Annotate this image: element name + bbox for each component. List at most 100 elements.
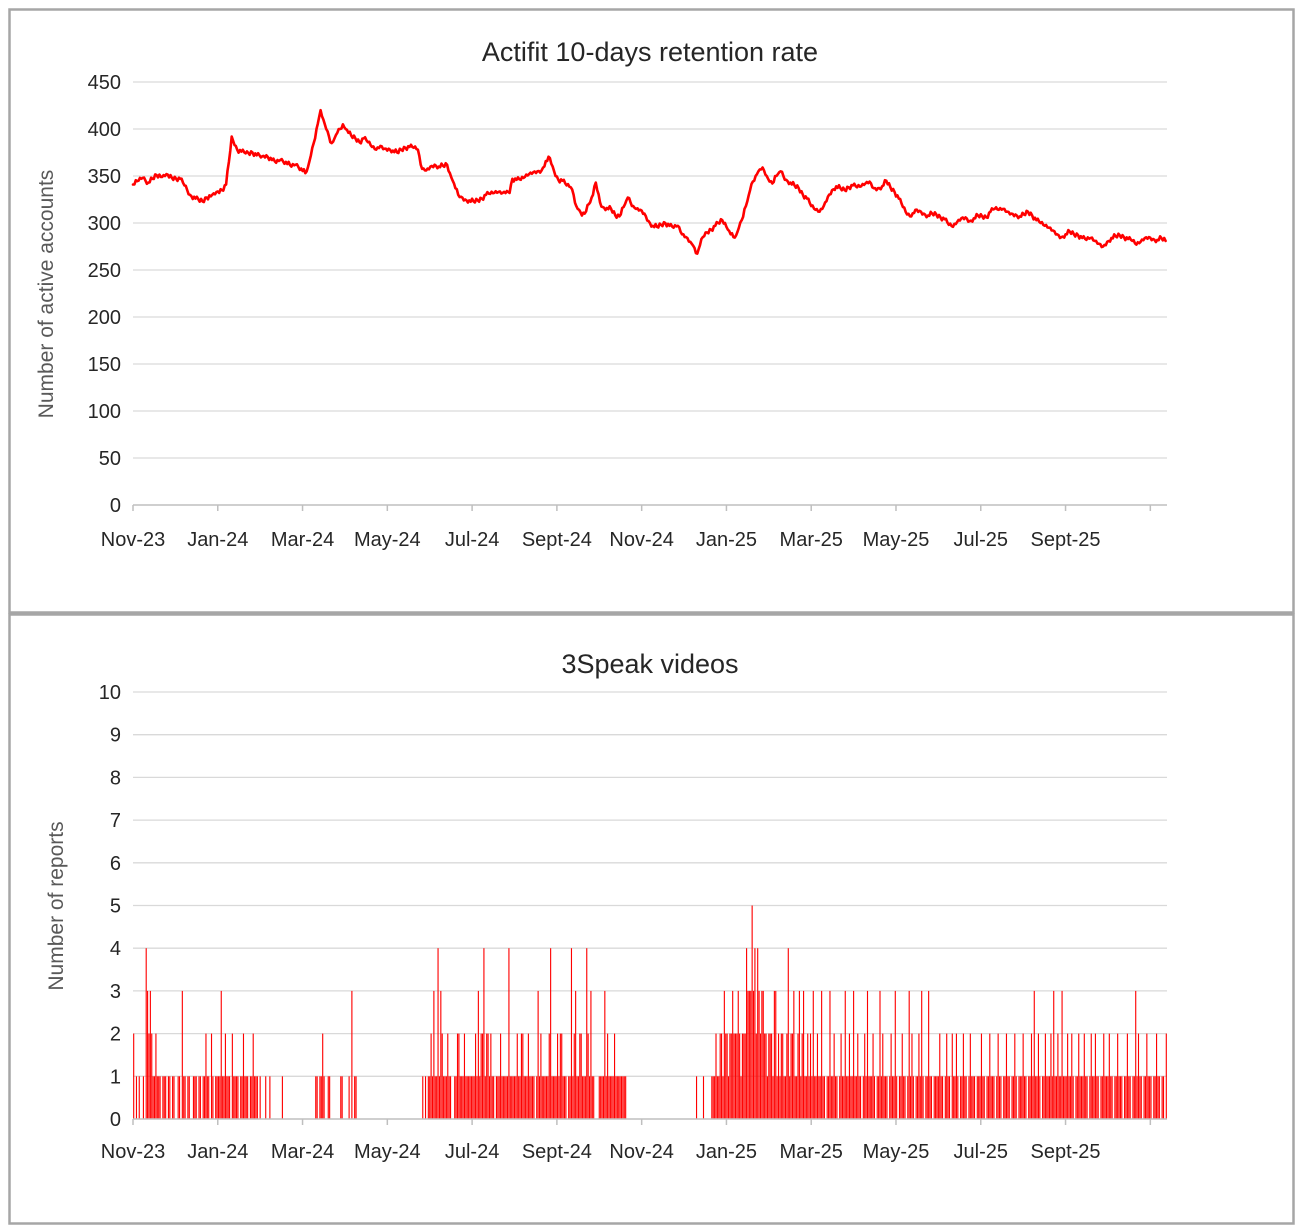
bar (1110, 1076, 1112, 1119)
x-tick-label: Jul-25 (954, 529, 1008, 551)
bar (1128, 1076, 1130, 1119)
bar (1129, 1076, 1131, 1119)
bar (548, 1033, 550, 1119)
bar (148, 1033, 150, 1119)
bar (1042, 1076, 1044, 1119)
bar (1126, 1033, 1128, 1119)
bar (864, 1033, 866, 1119)
bar (904, 1076, 906, 1119)
bar (1080, 1076, 1083, 1119)
bar (493, 1076, 495, 1119)
bar (911, 1033, 913, 1119)
bar (986, 1076, 988, 1119)
bar (962, 1033, 964, 1119)
retention-chart-title: Actifit 10-days retention rate (482, 37, 818, 67)
bar (1053, 990, 1055, 1119)
bar (1140, 1076, 1142, 1119)
bar (242, 1033, 245, 1119)
bar (1100, 1076, 1102, 1119)
bar (1022, 1033, 1024, 1119)
bar (857, 1033, 859, 1119)
bar (443, 1076, 445, 1119)
bar (859, 1076, 862, 1119)
bar (199, 1076, 201, 1119)
bar (469, 1076, 471, 1119)
bar (896, 1076, 898, 1119)
bar (454, 1076, 456, 1119)
x-tick-label: Nov-23 (101, 1141, 165, 1163)
bar (851, 1076, 853, 1119)
bar (1108, 1033, 1110, 1119)
bar (490, 1033, 492, 1119)
bar (841, 1076, 844, 1119)
bar (609, 1076, 611, 1119)
bar (1047, 1076, 1049, 1119)
bar (495, 1076, 497, 1119)
bar (247, 1076, 249, 1119)
bar (545, 1076, 548, 1119)
bar (487, 1033, 489, 1119)
bar (162, 1076, 164, 1119)
bar (964, 1076, 966, 1119)
bar (793, 990, 795, 1119)
bar (998, 1076, 1001, 1119)
bar (771, 1033, 773, 1119)
bar (459, 1076, 461, 1119)
bar (1069, 1076, 1071, 1119)
bar (1096, 1076, 1098, 1119)
bar (177, 1076, 179, 1119)
x-tick-label: Sept-24 (522, 529, 592, 551)
bar (504, 1076, 506, 1119)
bar (872, 1033, 874, 1119)
videos-chart-title: 3Speak videos (561, 649, 738, 679)
bar (955, 1033, 957, 1119)
bar (557, 1033, 559, 1119)
y-tick-label: 300 (88, 213, 121, 235)
bar (1143, 1076, 1145, 1119)
bar (819, 1076, 821, 1119)
bar (486, 1033, 488, 1119)
bar (586, 948, 588, 1119)
bar (960, 1076, 962, 1119)
bar (722, 1076, 724, 1119)
bar (607, 1033, 609, 1119)
bar (918, 1033, 920, 1119)
bar (615, 1076, 617, 1119)
bar (625, 1076, 627, 1119)
bar (721, 1033, 723, 1119)
bar (601, 1076, 603, 1119)
bar (484, 1076, 486, 1119)
bar (576, 1076, 578, 1119)
bar (768, 1033, 770, 1119)
bar (612, 1076, 614, 1119)
bar (249, 1076, 251, 1119)
bar (936, 1076, 938, 1119)
x-tick-label: Jan-25 (696, 1141, 757, 1163)
bar (1135, 990, 1137, 1119)
bar (1079, 1076, 1081, 1119)
bar (1071, 1033, 1073, 1119)
retention-line-chart: 0 50 100 150 200 250 300 350 400 450 Nov-23 Jan-24 M… (35, 37, 1167, 551)
bar (807, 1033, 809, 1119)
bar (527, 1033, 529, 1119)
bar (512, 1076, 514, 1119)
bar (323, 1076, 325, 1119)
bar (800, 1076, 802, 1119)
bar (1018, 1076, 1020, 1119)
bar (516, 1033, 518, 1119)
bar (772, 1076, 774, 1119)
bar (854, 1076, 856, 1119)
bar (953, 1076, 955, 1119)
bar (475, 1033, 477, 1119)
bar (886, 1076, 888, 1119)
bar (818, 1076, 820, 1119)
bar (782, 1033, 784, 1119)
bar (933, 1076, 935, 1119)
bar (604, 990, 606, 1119)
bar (354, 1076, 356, 1119)
bar (910, 1076, 912, 1119)
bar (868, 1076, 870, 1119)
bar (718, 1076, 720, 1119)
x-tick-label: Mar-25 (780, 1141, 843, 1163)
